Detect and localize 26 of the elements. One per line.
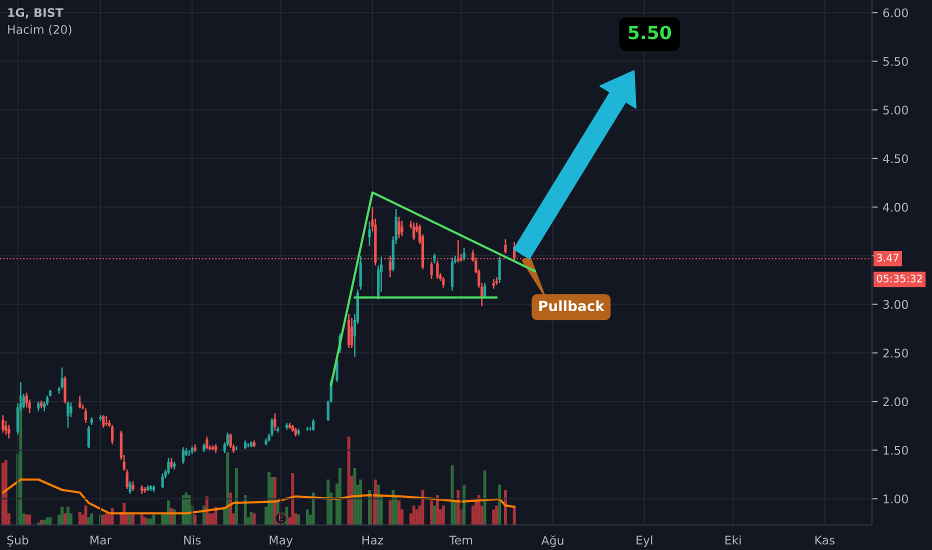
x-tick-label: Nis [184, 535, 201, 545]
y-tick-label: 1.00 [884, 494, 908, 504]
x-tick-label: Mar [90, 536, 112, 545]
y-tick-label: 5.00 [883, 106, 908, 115]
y-tick-label: 5.50 [883, 56, 908, 66]
x-tick-label: Eyl [636, 535, 652, 547]
x-tick-label: Eki [725, 535, 741, 544]
y-tick-label: 4.50 [882, 154, 908, 164]
y-tick-label: 6.00 [883, 8, 908, 18]
x-tick-label: Ağu [541, 535, 564, 548]
chart-title: Hacim (20) [8, 24, 72, 36]
x-tick-label: Şub [7, 535, 28, 547]
ref-line-label: 3.47 [876, 254, 898, 262]
y-tick-label: 4.00 [882, 202, 908, 212]
x-tick-label: Tem [449, 536, 472, 545]
x-tick-label: Haz [362, 536, 384, 545]
y-tick-label: 2.50 [883, 348, 908, 358]
text: 1G, BIST [8, 8, 64, 19]
annotation: 5.50 [628, 26, 672, 40]
y-tick-label: 1.50 [884, 446, 908, 455]
annotation: Pullback [539, 300, 605, 312]
text: 05:35:32 [876, 274, 922, 282]
y-tick-label: 2.00 [883, 397, 908, 406]
x-tick-label: May [270, 536, 293, 547]
y-tick-label: 3.00 [883, 300, 908, 309]
x-tick-label: Kas [815, 536, 835, 545]
